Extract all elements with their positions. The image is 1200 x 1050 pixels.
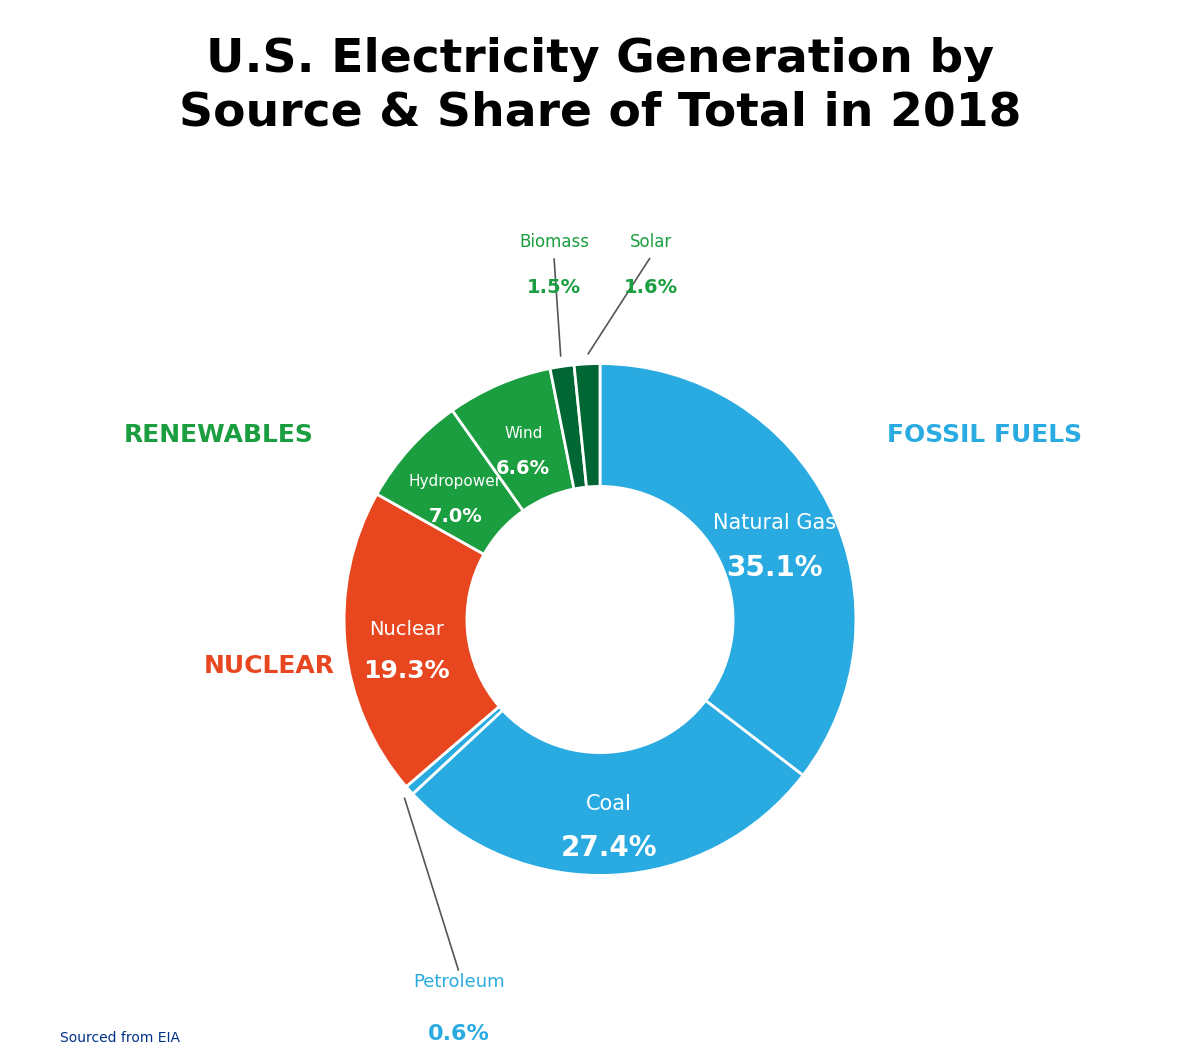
Wedge shape bbox=[550, 365, 587, 489]
Wedge shape bbox=[413, 700, 803, 876]
Text: RENEWABLES: RENEWABLES bbox=[124, 423, 313, 447]
Text: 7.0%: 7.0% bbox=[428, 507, 482, 526]
Text: Solar: Solar bbox=[630, 233, 672, 251]
Text: Petroleum: Petroleum bbox=[414, 972, 505, 991]
Text: 0.6%: 0.6% bbox=[428, 1024, 490, 1044]
Text: Nuclear: Nuclear bbox=[368, 620, 444, 638]
Text: Wind: Wind bbox=[504, 426, 542, 441]
Text: Hydropower: Hydropower bbox=[409, 475, 502, 489]
Text: Biomass: Biomass bbox=[518, 233, 589, 251]
Wedge shape bbox=[452, 369, 574, 510]
Text: 27.4%: 27.4% bbox=[560, 835, 658, 862]
Text: 19.3%: 19.3% bbox=[364, 659, 450, 684]
Text: Natural Gas: Natural Gas bbox=[713, 513, 836, 533]
Text: 6.6%: 6.6% bbox=[496, 459, 551, 478]
Text: NUCLEAR: NUCLEAR bbox=[203, 653, 335, 677]
Text: 1.5%: 1.5% bbox=[527, 278, 581, 297]
Wedge shape bbox=[600, 363, 856, 775]
Wedge shape bbox=[344, 495, 499, 786]
Text: 35.1%: 35.1% bbox=[726, 554, 823, 582]
Text: Sourced from EIA: Sourced from EIA bbox=[60, 1031, 180, 1045]
Text: 1.6%: 1.6% bbox=[624, 278, 678, 297]
Text: U.S. Electricity Generation by
Source & Share of Total in 2018: U.S. Electricity Generation by Source & … bbox=[179, 37, 1021, 135]
Wedge shape bbox=[377, 411, 523, 554]
Text: FOSSIL FUELS: FOSSIL FUELS bbox=[887, 423, 1081, 447]
Text: Coal: Coal bbox=[587, 794, 632, 814]
Wedge shape bbox=[406, 707, 503, 794]
Wedge shape bbox=[574, 363, 600, 487]
